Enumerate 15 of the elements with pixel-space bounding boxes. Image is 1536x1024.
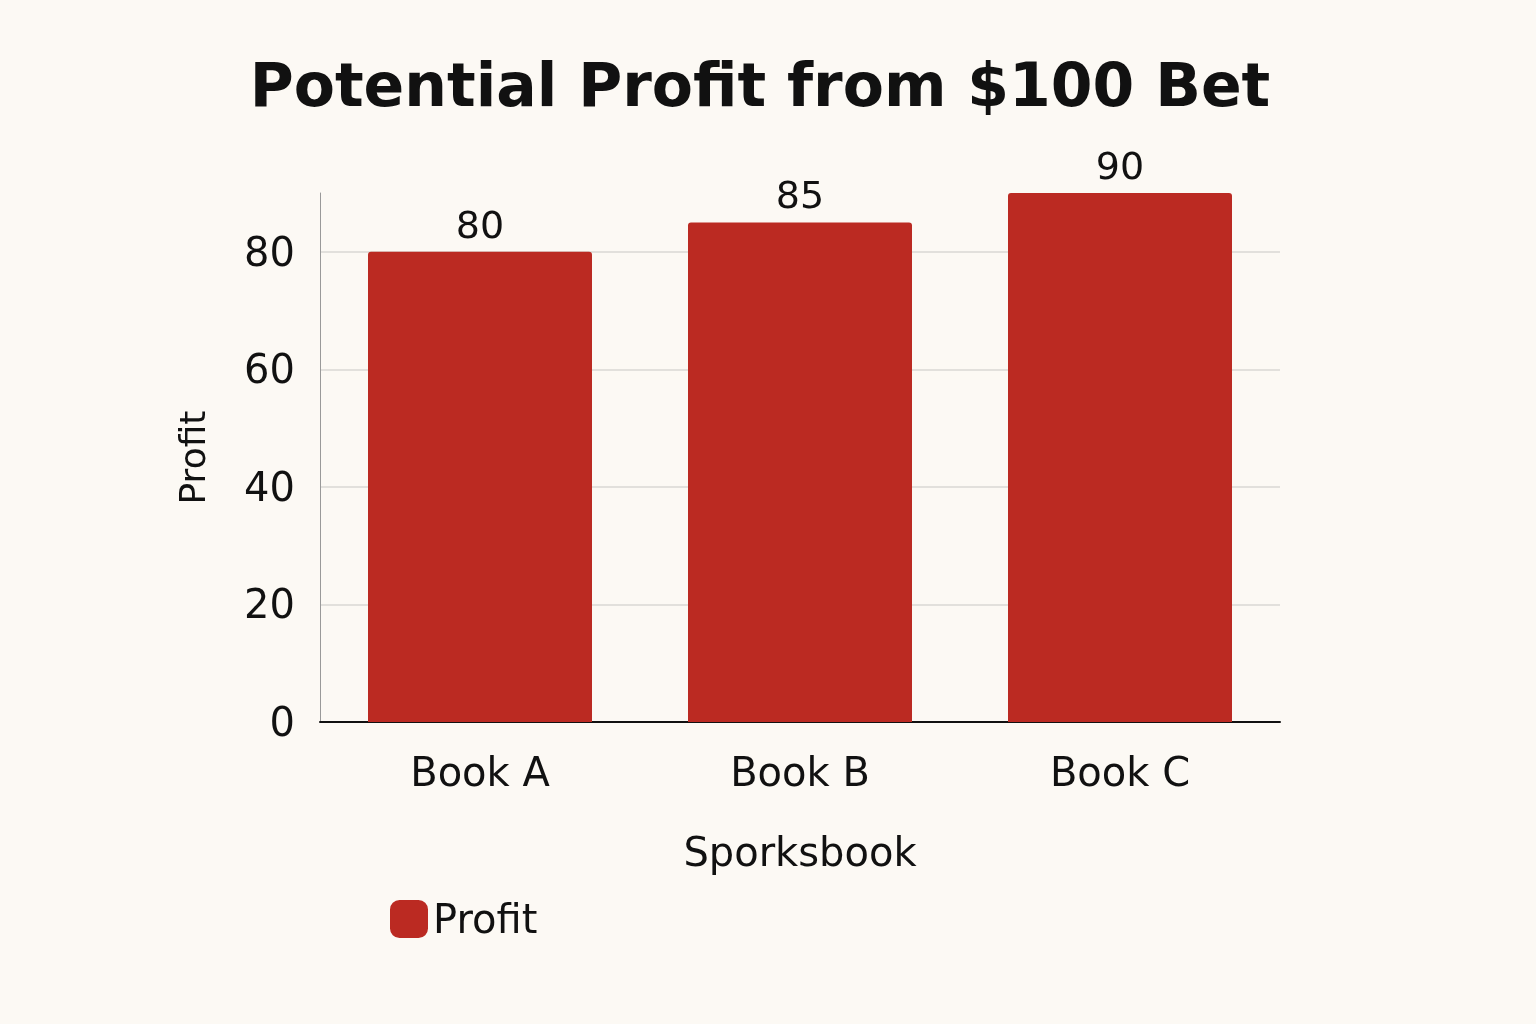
y-axis-title: Profit xyxy=(171,410,213,505)
y-tick-label: 0 xyxy=(269,699,295,745)
y-tick-label: 40 xyxy=(244,463,295,510)
x-tick-label: Book C xyxy=(1049,749,1191,795)
chart-title: Potential Profit from $100 Bet xyxy=(249,50,1271,120)
x-axis-title: Sporksbook xyxy=(683,829,918,875)
y-tick-label: 60 xyxy=(244,346,295,393)
data-label: 90 xyxy=(1095,144,1145,188)
x-tick-label: Book A xyxy=(410,749,551,795)
y-tick-label: 20 xyxy=(244,581,295,628)
x-tick-label: Book B xyxy=(730,749,870,795)
y-tick-label: 80 xyxy=(244,228,295,275)
data-label: 80 xyxy=(455,202,505,247)
data-label: 85 xyxy=(775,173,825,218)
legend-label: Profit xyxy=(433,896,538,942)
